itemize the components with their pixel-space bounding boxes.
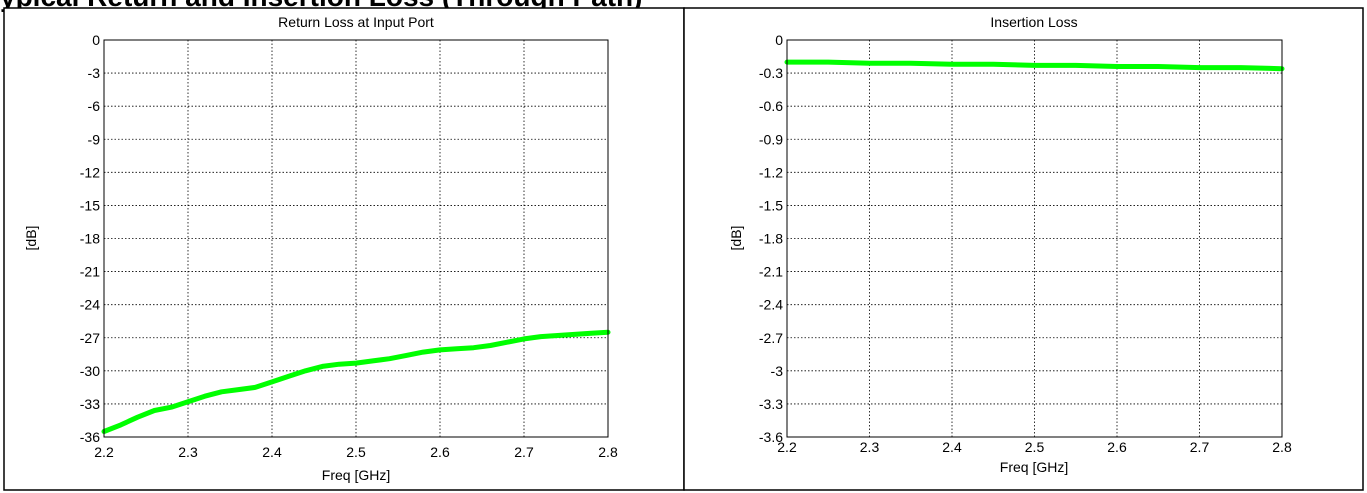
x-tick-label: 2.3 [178,444,198,460]
chart-panel-1 [3,7,685,491]
y-tick-label: -1.2 [759,164,783,180]
y-tick-label: -18 [80,231,100,247]
chart-return-loss: Return Loss at Input Port 0 -3 -6 -9 -12 -15 -… [23,14,618,483]
x-tick-label: 2.6 [430,444,450,460]
y-tick-label: -9 [88,131,101,147]
plot-area-frame [103,39,609,438]
y-axis-label: [dB] [23,226,39,251]
y-tick-label: -3.6 [759,429,783,445]
x-tick-label: 2.4 [262,444,282,460]
y-tick-label: -30 [80,363,100,379]
x-axis-label: Freq [GHz] [1000,459,1068,475]
x-tick-label: 2.7 [1190,439,1210,455]
x-tick-labels: 2.2 2.3 2.4 2.5 2.6 2.7 2.8 [777,439,1292,455]
y-tick-label: -1.8 [759,231,783,247]
y-tick-label: -6 [88,98,101,114]
chart-title: Return Loss at Input Port [278,14,434,30]
x-tick-label: 2.8 [1272,439,1292,455]
x-tick-label: 2.2 [777,439,797,455]
y-tick-label: -2.7 [759,330,783,346]
y-tick-labels: 0 -3 -6 -9 -12 -15 -18 -21 -24 -27 -30 -33 -36 [80,32,100,445]
y-tick-label: -1.5 [759,197,783,213]
x-tick-label: 2.8 [598,444,618,460]
series-line [784,59,1285,72]
y-tick-labels: 0 -0.3 -0.6 -0.9 -1.2 -1.5 -1.8 -2.1 -2.4 -2.7 -3 -… [759,32,783,445]
y-tick-label: 0 [775,32,783,48]
y-tick-label: -0.3 [759,65,783,81]
chart-title: Insertion Loss [990,14,1077,30]
y-tick-label: -12 [80,164,100,180]
x-axis-label: Freq [GHz] [322,467,390,483]
y-tick-label: -3 [771,363,784,379]
x-tick-label: 2.4 [942,439,962,455]
series-layer [784,59,1285,72]
x-tick-label: 2.7 [514,444,534,460]
plot-area-frame [786,39,1283,438]
y-tick-label: -2.1 [759,264,783,280]
y-axis-label: [dB] [728,226,744,251]
y-tick-label: -36 [80,429,100,445]
series-line [101,329,611,434]
y-tick-label: -15 [80,197,100,213]
y-tick-label: -33 [80,396,100,412]
y-tick-label: -0.9 [759,131,783,147]
series-layer [101,329,611,434]
chart-panel-2 [683,7,1364,491]
y-tick-label: -24 [80,297,100,313]
y-tick-label: -3.3 [759,396,783,412]
x-tick-label: 2.5 [1025,439,1045,455]
x-tick-label: 2.2 [94,444,114,460]
grid [103,39,609,438]
y-tick-label: 0 [92,32,100,48]
y-tick-label: -27 [80,330,100,346]
y-tick-label: -0.6 [759,98,783,114]
x-tick-label: 2.5 [346,444,366,460]
y-tick-label: -3 [88,65,101,81]
chart-insertion-loss: Insertion Loss 0 -0.3 -0.6 -0.9 -1.2 -1.5 -1.8… [728,14,1292,475]
y-tick-label: -2.4 [759,297,783,313]
x-tick-label: 2.3 [860,439,880,455]
x-tick-labels: 2.2 2.3 2.4 2.5 2.6 2.7 2.8 [94,444,618,460]
x-tick-label: 2.6 [1107,439,1127,455]
y-tick-label: -21 [80,264,100,280]
